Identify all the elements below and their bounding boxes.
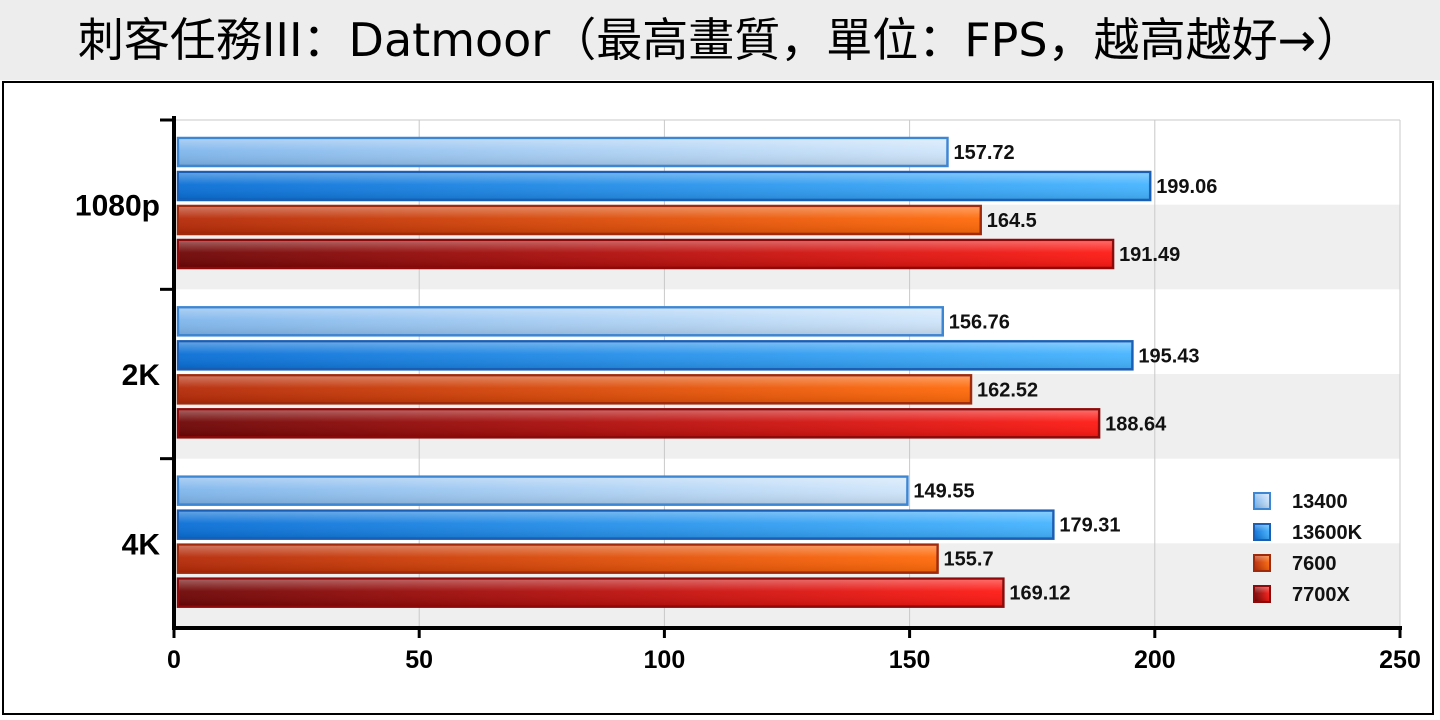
bar-gloss bbox=[179, 376, 970, 403]
x-tick-label: 0 bbox=[167, 646, 181, 674]
bar-gloss bbox=[179, 477, 907, 504]
data-label: 191.49 bbox=[1119, 244, 1180, 266]
bar-gloss bbox=[179, 545, 937, 572]
chart-title: 刺客任務III：Datmoor（最高畫質，單位：FPS，越高越好→） bbox=[77, 13, 1363, 67]
x-tick-label: 150 bbox=[889, 646, 931, 674]
data-label: 155.7 bbox=[944, 549, 994, 571]
legend-swatch-gloss bbox=[1255, 494, 1269, 508]
bar-gloss bbox=[179, 173, 1150, 199]
bar-gloss bbox=[179, 139, 947, 165]
legend-entry: 7700X bbox=[1292, 584, 1350, 606]
legend-entry: 13600K bbox=[1292, 522, 1363, 544]
bar-gloss bbox=[179, 342, 1132, 369]
title-bar bbox=[0, 0, 1440, 80]
x-tick-label: 250 bbox=[1379, 646, 1421, 674]
data-label: 179.31 bbox=[1059, 515, 1120, 537]
category-label: 1080p bbox=[75, 190, 160, 223]
bar-gloss bbox=[179, 579, 1003, 606]
data-label: 195.43 bbox=[1138, 345, 1199, 367]
legend-swatch-gloss bbox=[1255, 556, 1269, 570]
data-label: 188.64 bbox=[1105, 413, 1167, 435]
bar-gloss bbox=[179, 241, 1113, 267]
data-label: 149.55 bbox=[913, 481, 974, 503]
legend-swatch-gloss bbox=[1255, 525, 1269, 539]
data-label: 157.72 bbox=[953, 142, 1014, 164]
x-tick-label: 200 bbox=[1134, 646, 1176, 674]
data-label: 169.12 bbox=[1009, 583, 1070, 605]
category-label: 4K bbox=[122, 528, 161, 561]
data-label: 156.76 bbox=[949, 311, 1010, 333]
bar-gloss bbox=[179, 308, 942, 335]
data-label: 164.5 bbox=[987, 210, 1037, 232]
legend-entry: 7600 bbox=[1292, 553, 1337, 575]
x-tick-label: 50 bbox=[405, 646, 433, 674]
data-label: 162.52 bbox=[977, 379, 1038, 401]
legend-swatch-gloss bbox=[1255, 587, 1269, 601]
bar-gloss bbox=[179, 511, 1053, 538]
bar-gloss bbox=[179, 207, 980, 233]
bar-gloss bbox=[179, 410, 1099, 437]
legend-entry: 13400 bbox=[1292, 491, 1348, 513]
category-label: 2K bbox=[122, 359, 161, 392]
data-label: 199.06 bbox=[1156, 176, 1217, 198]
x-tick-label: 100 bbox=[644, 646, 686, 674]
